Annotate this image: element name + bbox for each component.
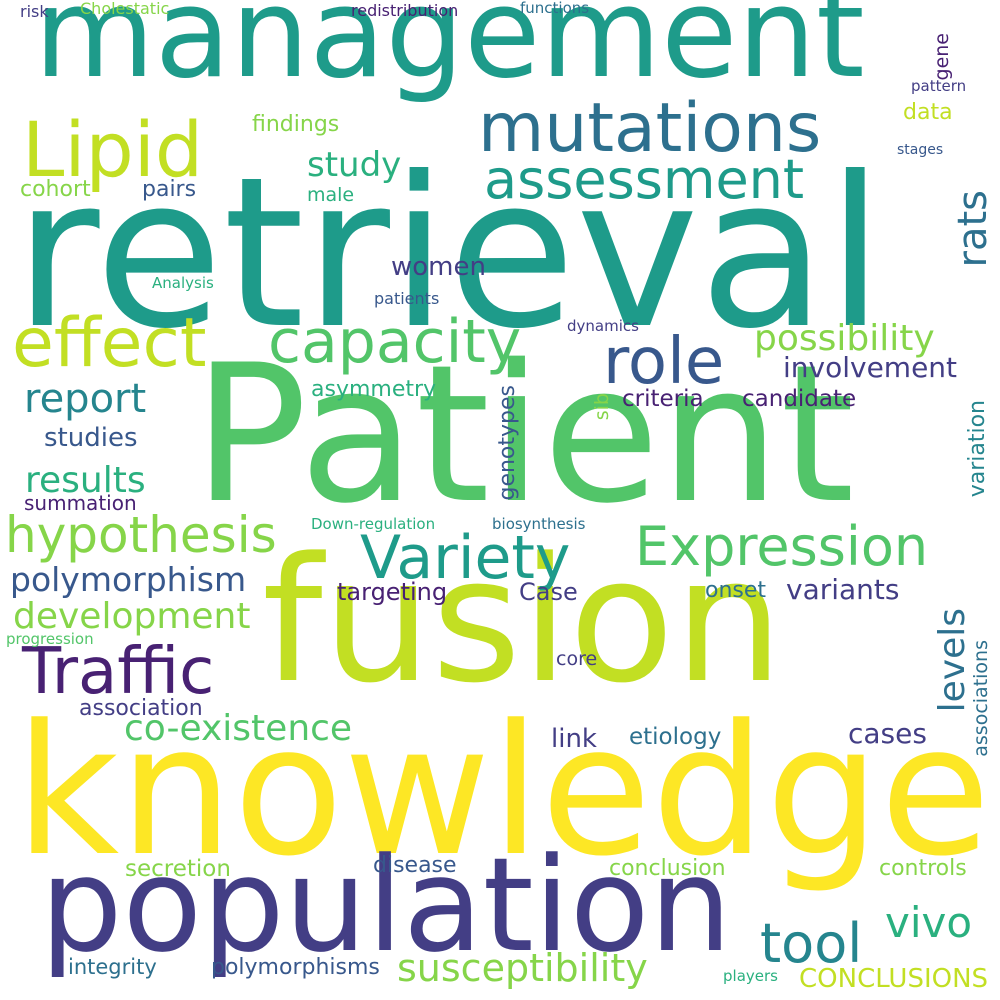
word-risk: risk (20, 2, 49, 21)
word-levels: levels (932, 608, 973, 713)
word-disease: disease (373, 853, 457, 878)
word-women: women (391, 252, 486, 282)
word-effect: effect (12, 304, 207, 383)
word-pairs: pairs (142, 177, 197, 202)
word-genotypes: genotypes (495, 385, 520, 501)
word-studies: studies (44, 423, 138, 453)
word-onset: onset (705, 578, 767, 603)
word-rats: rats (950, 190, 996, 268)
word-core: core (556, 648, 598, 670)
word-asymmetry: asymmetry (311, 377, 437, 402)
word-capacity: capacity (268, 307, 522, 377)
word-mutations: mutations (478, 89, 822, 168)
word-conclusion: conclusion (609, 856, 726, 881)
word-patient: Patient (193, 324, 855, 545)
word-assessment: assessment (484, 148, 805, 211)
word-tool: tool (760, 912, 863, 975)
word-cholestatic: Cholestatic (80, 0, 170, 18)
word-associations: associations (970, 640, 992, 757)
word-population: population (40, 829, 732, 981)
word-pattern: pattern (911, 77, 967, 95)
word-biosynthesis: biosynthesis (492, 515, 586, 533)
word-stages: stages (897, 142, 944, 158)
word-co-existence: co-existence (124, 708, 353, 749)
word-down-regulation: Down-regulation (311, 515, 436, 533)
word-controls: controls (879, 856, 967, 881)
word-results: results (25, 460, 146, 501)
word-gene: gene (931, 33, 953, 81)
word-expression: Expression (635, 515, 929, 578)
word-hypothesis: hypothesis (5, 506, 277, 564)
word-findings: findings (252, 112, 340, 137)
word-study: study (307, 145, 402, 185)
word-male: male (307, 184, 355, 206)
word-link: link (551, 724, 597, 754)
word-integrity: integrity (68, 955, 157, 979)
word-summation: summation (24, 491, 137, 515)
word-cases: cases (848, 717, 927, 750)
word-lipid: Lipid (22, 105, 204, 194)
word-targeting: targeting (337, 578, 448, 606)
word-fusion: fusion (262, 520, 784, 721)
word-association: association (79, 696, 203, 721)
word-secretion: secretion (125, 856, 231, 882)
word-cohort: cohort (20, 177, 91, 202)
word-variation: variation (965, 400, 990, 498)
word-report: report (24, 376, 147, 422)
word-retrieval: retrieval (14, 133, 885, 375)
word-role: role (603, 325, 725, 399)
word-patients: patients (374, 289, 440, 308)
word-polymorphisms: polymorphisms (211, 955, 380, 980)
word-involvement: involvement (783, 351, 958, 384)
word-sib: sib (591, 393, 613, 421)
word-development: development (13, 596, 251, 637)
word-functions: functions (520, 0, 590, 17)
word-dynamics: dynamics (567, 317, 639, 335)
word-redistribution: redistribution (351, 1, 459, 20)
word-progression: progression (6, 630, 94, 648)
word-traffic: Traffic (22, 635, 215, 709)
word-susceptibility: susceptibility (397, 946, 648, 990)
word-vivo: vivo (885, 898, 973, 947)
word-polymorphism: polymorphism (10, 560, 247, 599)
word-possibility: possibility (754, 318, 935, 359)
word-variants: variants (786, 573, 900, 606)
word-variety: Variety (360, 523, 571, 593)
word-criteria: criteria (622, 386, 704, 412)
word-knowledge: knowledge (15, 687, 991, 896)
word-management: management (34, 0, 865, 106)
word-players: players (723, 967, 778, 985)
word-case: Case (519, 578, 578, 606)
word-analysis: Analysis (152, 274, 214, 292)
word-data: data (903, 100, 953, 125)
word-conclusions: CONCLUSIONS (799, 964, 989, 994)
word-etiology: etiology (629, 724, 722, 750)
word-candidate: candidate (742, 386, 857, 412)
